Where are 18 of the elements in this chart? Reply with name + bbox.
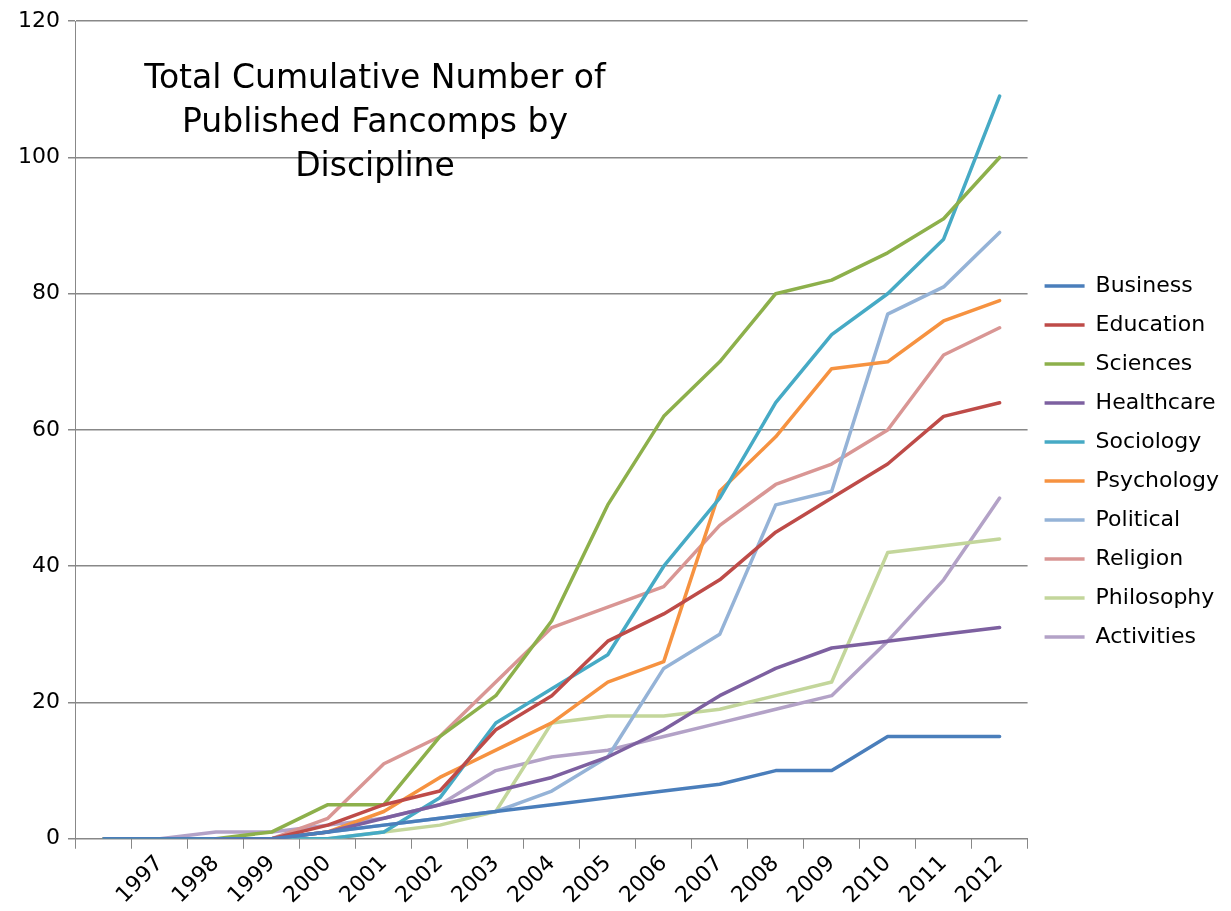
y-tick-label: 120	[17, 6, 60, 32]
y-tick-label: 40	[31, 551, 60, 577]
legend-label: Philosophy	[1095, 583, 1215, 609]
legend-label: Religion	[1095, 544, 1184, 570]
text: Total Cumulative Number of Published Fancomps by Discipline	[143, 56, 608, 186]
y-tick-label: 80	[31, 279, 60, 305]
legend-label: Psychology	[1095, 466, 1219, 492]
legend-label: Sciences	[1095, 349, 1193, 375]
legend-label: Healthcare	[1095, 388, 1216, 414]
legend-label: Sociology	[1095, 427, 1202, 453]
y-tick-label: 20	[31, 688, 60, 714]
legend-label: Business	[1095, 271, 1193, 297]
legend-label: Activities	[1095, 622, 1196, 648]
y-tick-label: 0	[45, 824, 60, 850]
y-tick-label: 100	[17, 143, 60, 169]
legend-label: Education	[1095, 310, 1206, 336]
legend-label: Political	[1095, 505, 1181, 531]
y-tick-label: 60	[31, 415, 60, 441]
